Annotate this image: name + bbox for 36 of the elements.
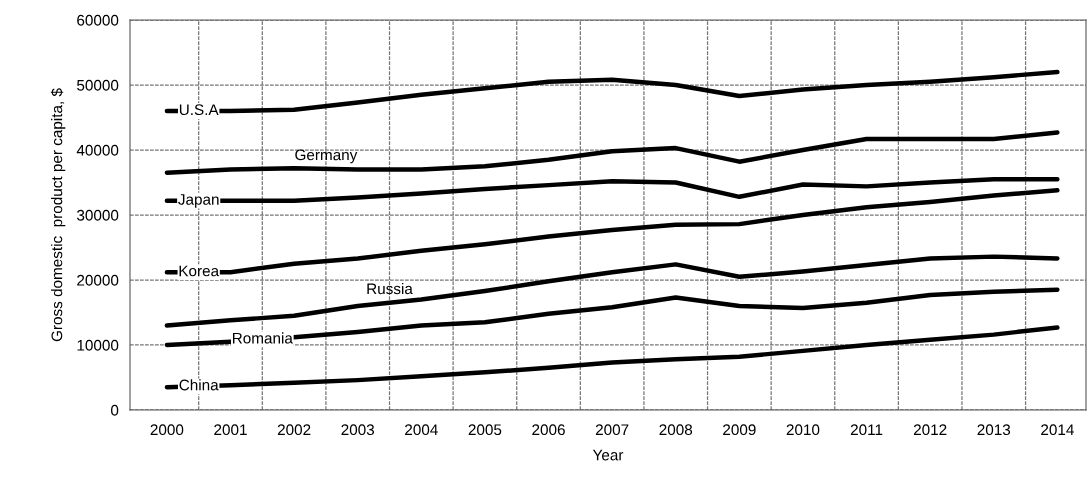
y-tick-label: 40000	[76, 144, 119, 156]
y-axis-title: Gross domestic product per capita, $	[50, 88, 66, 342]
line-series	[164, 188, 1060, 275]
line-series	[164, 69, 1060, 114]
y-tick-label: 60000	[77, 14, 119, 26]
x-axis-title: Year	[592, 449, 624, 461]
x-tick-label: 2008	[659, 424, 693, 436]
y-tick-label: 10000	[77, 339, 119, 351]
series-label: Japan	[178, 194, 219, 208]
line-series	[164, 254, 1060, 328]
series-label: U.S.A	[179, 104, 219, 116]
series-label: Romania	[232, 332, 293, 344]
y-tick-label: 20000	[77, 274, 119, 286]
y-tick-label: 30000	[76, 209, 119, 221]
x-tick-label: 2006	[532, 424, 565, 436]
x-tick-label: 2010	[786, 424, 820, 436]
series-label: China	[179, 379, 219, 391]
x-tick-label: 2002	[277, 424, 311, 436]
x-tick-label: 2011	[850, 424, 883, 436]
y-tick-label: 50000	[77, 79, 119, 91]
series-label: Germany	[295, 149, 358, 164]
x-tick-label: 2005	[468, 424, 502, 436]
x-tick-label: 2009	[723, 424, 756, 436]
x-tick-label: 2013	[977, 424, 1011, 436]
x-tick-label: 2003	[341, 424, 375, 436]
x-tick-label: 2000	[150, 424, 184, 436]
x-tick-label: 2004	[405, 424, 438, 436]
x-tick-label: 2001	[214, 424, 247, 436]
series-label: Russia	[367, 282, 413, 295]
x-tick-label: 2007	[595, 424, 629, 436]
series-label: Korea	[179, 265, 220, 277]
x-tick-label: 2012	[913, 424, 947, 436]
y-tick-label: 0	[110, 404, 119, 416]
line-series	[164, 130, 1060, 175]
line-series	[164, 325, 1060, 390]
x-tick-label: 2014	[1041, 424, 1074, 436]
